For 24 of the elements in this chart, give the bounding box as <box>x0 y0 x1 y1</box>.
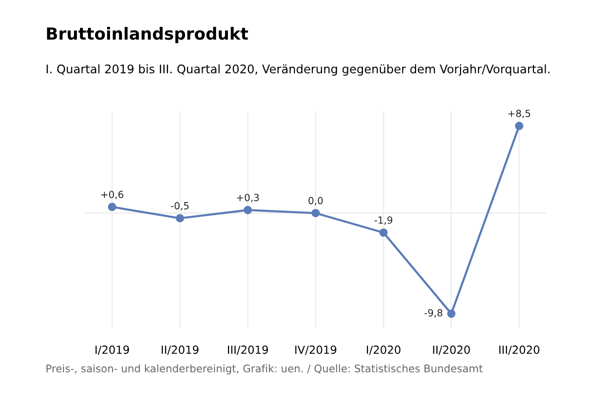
data-label: 0,0 <box>308 196 323 206</box>
data-label: +0,3 <box>237 194 259 202</box>
chart-subtitle: I. Quartal 2019 bis III. Quartal 2020, Veränderung gegenüber dem Vorjahr/Vorquartal. <box>46 64 550 76</box>
point <box>108 202 116 212</box>
x-tick-label: II/2020 <box>433 346 470 355</box>
point <box>311 208 320 218</box>
x-tick-label: III/2020 <box>499 346 540 355</box>
data-label: -9,8 <box>424 309 442 318</box>
point <box>379 228 388 237</box>
x-tick-label: III/2019 <box>228 346 268 355</box>
data-label: -1,9 <box>374 216 392 225</box>
x-tick-label: IV/2019 <box>295 346 336 355</box>
point <box>244 206 252 214</box>
data-label: +8,5 <box>508 110 530 118</box>
x-tick-label: I/2020 <box>366 346 400 355</box>
point <box>447 309 456 318</box>
point <box>514 122 524 130</box>
x-tick-label: I/2019 <box>96 346 129 355</box>
x-tick-label: II/2019 <box>162 346 198 355</box>
data-label: +0,6 <box>101 190 124 200</box>
text: Preis-, saison- und kalenderbereinigt, Grafik: uen. / Quelle: Statistisches Bundesamt <box>46 364 483 374</box>
point <box>176 214 184 222</box>
chart-title: Bruttoinlandsprodukt <box>47 26 248 44</box>
data-label: -0,5 <box>170 202 189 210</box>
